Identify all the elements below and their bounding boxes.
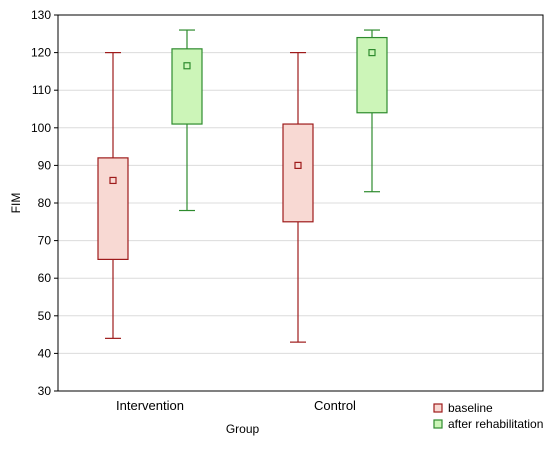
median-marker [183,62,191,70]
y-tick-label: 50 [38,309,52,323]
y-tick-label: 100 [31,121,51,135]
box-baseline-control [282,51,314,343]
iqr-box [171,48,203,125]
median-marker [109,176,117,185]
y-tick-label: 110 [32,83,51,97]
boxes-layer [97,29,388,343]
median-marker [294,161,302,169]
median-marker [368,48,376,57]
box-after-rehabilitation-control [356,29,388,193]
y-tick-label: 80 [38,196,52,210]
y-tick-label: 130 [31,8,51,22]
box-after-rehabilitation-intervention [171,29,203,212]
y-tick-label: 120 [31,46,51,60]
y-tick-label: 70 [38,234,52,248]
x-tick-label: Control [314,398,356,413]
iqr-box [282,123,314,223]
iqr-box [97,157,129,261]
legend: baseline after rehabilitation [433,401,543,431]
y-axis: 30 40 50 60 70 80 90 100 110 120 130 [31,8,58,398]
legend-swatch [433,403,443,413]
legend-swatch [433,419,443,429]
y-tick-label: 30 [38,384,52,398]
x-tick-label: Intervention [116,398,184,413]
y-tick-label: 90 [38,158,52,172]
iqr-box [356,36,388,114]
x-axis-title: Group [226,422,260,436]
legend-label: baseline [448,401,493,415]
legend-label: after rehabilitation [448,417,543,431]
y-tick-label: 40 [38,346,52,360]
box-baseline-intervention [97,51,129,339]
y-tick-label: 60 [38,271,52,285]
x-axis: Intervention Control [116,398,356,413]
y-axis-title: FIM [9,193,23,214]
